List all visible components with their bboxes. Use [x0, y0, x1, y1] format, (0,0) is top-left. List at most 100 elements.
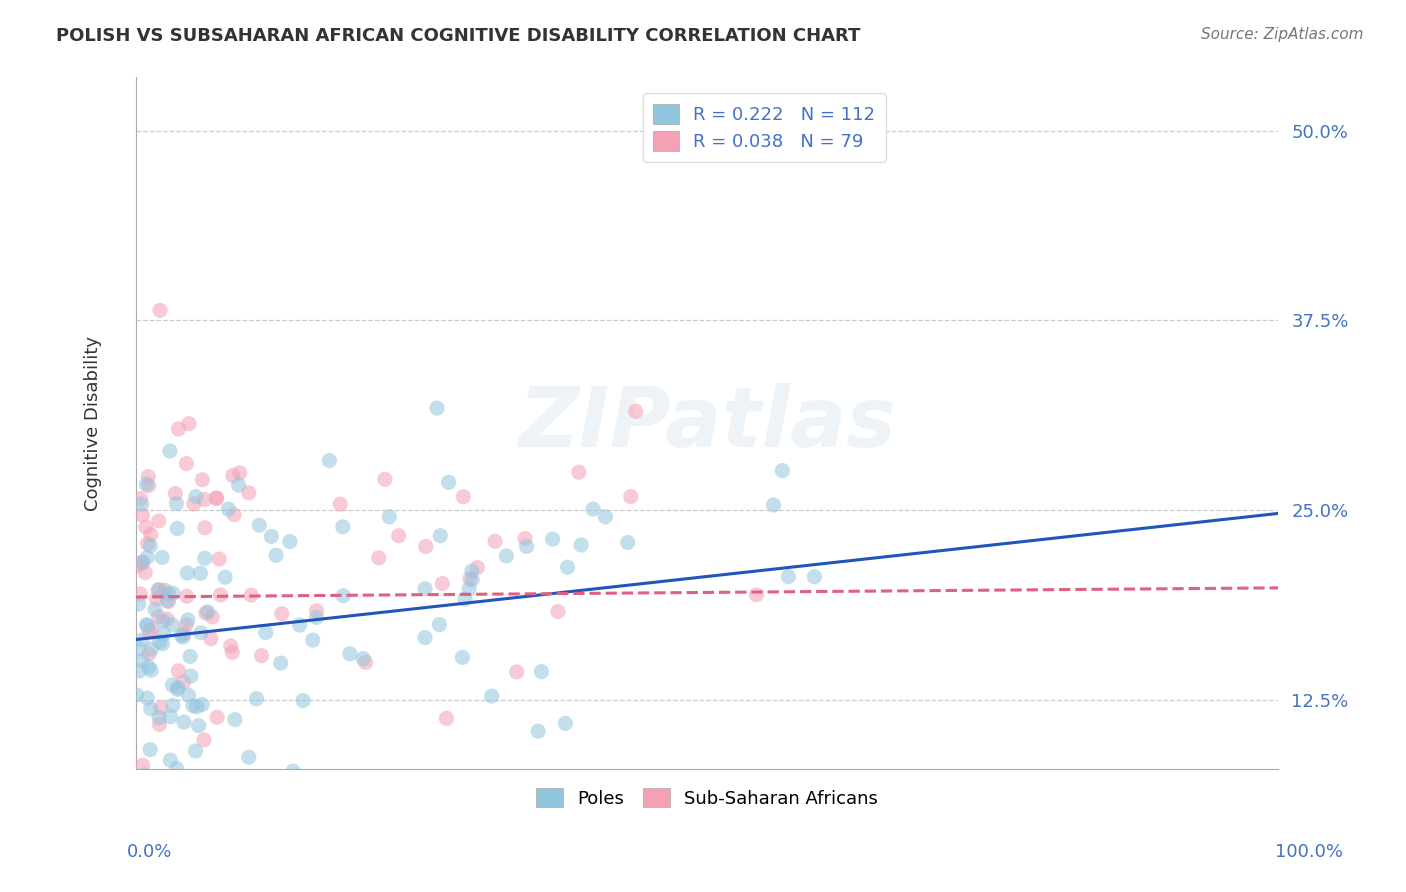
Point — [318, 453, 340, 467]
Point — [436, 711, 458, 725]
Point — [745, 588, 768, 602]
Point — [201, 610, 224, 624]
Point — [184, 490, 207, 504]
Point — [166, 682, 188, 697]
Point — [172, 630, 194, 644]
Point — [131, 508, 153, 522]
Point — [148, 634, 170, 648]
Text: POLISH VS SUBSAHARAN AFRICAN COGNITIVE DISABILITY CORRELATION CHART: POLISH VS SUBSAHARAN AFRICAN COGNITIVE D… — [56, 27, 860, 45]
Point — [139, 539, 162, 553]
Point — [148, 609, 170, 624]
Point — [159, 709, 181, 723]
Point — [191, 473, 214, 487]
Point — [145, 592, 167, 607]
Point — [332, 520, 354, 534]
Point — [156, 612, 179, 626]
Point — [413, 582, 436, 596]
Point — [568, 465, 591, 479]
Point — [159, 818, 181, 832]
Point — [221, 814, 243, 829]
Point — [157, 594, 180, 608]
Point — [205, 710, 228, 724]
Point — [176, 457, 198, 471]
Point — [162, 698, 184, 713]
Point — [159, 753, 181, 767]
Point — [166, 521, 188, 535]
Point — [190, 625, 212, 640]
Point — [152, 775, 174, 789]
Point — [481, 689, 503, 703]
Point — [131, 497, 153, 511]
Point — [165, 497, 187, 511]
Point — [165, 486, 187, 500]
Point — [136, 469, 159, 483]
Point — [152, 614, 174, 628]
Point — [378, 509, 401, 524]
Point — [139, 702, 162, 716]
Point — [367, 550, 389, 565]
Point — [461, 573, 484, 587]
Point — [301, 633, 323, 648]
Point — [141, 623, 163, 637]
Point — [152, 637, 174, 651]
Point — [451, 650, 474, 665]
Point — [505, 665, 527, 679]
Point — [128, 597, 150, 611]
Point — [173, 675, 195, 690]
Point — [374, 472, 396, 486]
Point — [541, 532, 564, 546]
Point — [159, 444, 181, 458]
Point — [187, 718, 209, 732]
Point — [132, 758, 155, 772]
Point — [138, 660, 160, 674]
Point — [167, 664, 190, 678]
Point — [429, 529, 451, 543]
Point — [352, 651, 374, 665]
Point — [194, 551, 217, 566]
Point — [184, 744, 207, 758]
Point — [238, 750, 260, 764]
Point — [150, 550, 173, 565]
Point — [128, 664, 150, 678]
Point — [247, 518, 270, 533]
Point — [454, 592, 477, 607]
Point — [138, 647, 160, 661]
Point — [209, 588, 232, 602]
Point — [513, 532, 536, 546]
Point — [332, 589, 354, 603]
Point — [134, 768, 156, 782]
Point — [222, 468, 245, 483]
Text: Source: ZipAtlas.com: Source: ZipAtlas.com — [1201, 27, 1364, 42]
Point — [415, 540, 437, 554]
Point — [461, 564, 484, 578]
Point — [281, 764, 304, 779]
Point — [135, 617, 157, 632]
Point — [229, 466, 252, 480]
Point — [141, 663, 163, 677]
Point — [426, 401, 449, 416]
Point — [143, 602, 166, 616]
Point — [125, 688, 148, 702]
Point — [194, 521, 217, 535]
Point — [136, 550, 159, 565]
Point — [148, 717, 170, 731]
Point — [155, 807, 177, 822]
Point — [388, 529, 411, 543]
Point — [173, 626, 195, 640]
Point — [139, 527, 162, 541]
Point — [167, 422, 190, 436]
Point — [135, 477, 157, 491]
Text: Cognitive Disability: Cognitive Disability — [84, 335, 101, 510]
Point — [240, 588, 263, 602]
Point — [582, 502, 605, 516]
Point — [429, 617, 451, 632]
Point — [554, 716, 576, 731]
Point — [620, 490, 643, 504]
Point — [127, 641, 149, 656]
Point — [270, 656, 292, 670]
Point — [188, 566, 211, 581]
Point — [616, 535, 638, 549]
Point — [193, 733, 215, 747]
Point — [138, 478, 160, 492]
Point — [221, 645, 243, 659]
